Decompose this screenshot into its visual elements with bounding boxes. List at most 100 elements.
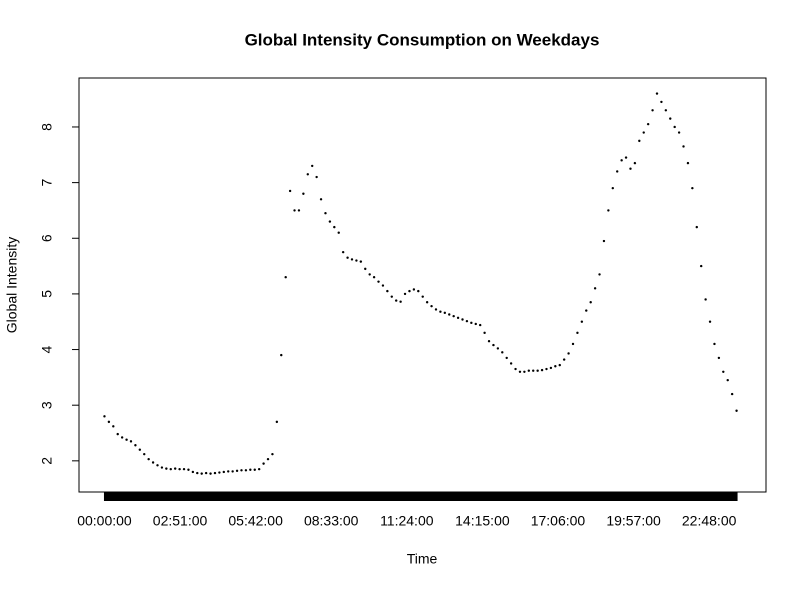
data-point	[204, 471, 208, 475]
data-point	[726, 378, 729, 382]
x-tick-label: 17:06:00	[531, 513, 586, 529]
data-point	[589, 301, 592, 304]
data-point	[377, 280, 380, 283]
data-point	[527, 369, 531, 372]
data-point	[350, 258, 354, 261]
data-point	[262, 462, 265, 465]
data-point	[337, 231, 340, 234]
data-point	[580, 320, 584, 323]
data-point	[629, 167, 632, 170]
plot-frame	[78, 77, 767, 493]
data-point	[222, 470, 226, 474]
x-tick-label: 08:33:00	[304, 513, 359, 529]
data-point	[567, 352, 570, 355]
data-point	[112, 425, 115, 428]
data-point	[487, 340, 491, 343]
data-point	[554, 365, 557, 368]
data-point	[717, 356, 721, 360]
data-point	[673, 125, 676, 129]
data-point	[708, 320, 712, 323]
data-point	[257, 467, 261, 471]
data-point	[249, 468, 252, 471]
data-point	[434, 308, 438, 311]
data-point	[713, 342, 716, 346]
data-point	[134, 444, 137, 447]
data-point	[218, 471, 221, 474]
data-point	[633, 161, 637, 165]
data-point	[474, 322, 477, 326]
data-point	[682, 145, 685, 148]
data-point	[341, 250, 345, 254]
data-point	[240, 469, 243, 472]
data-point	[735, 409, 738, 412]
data-point	[536, 369, 539, 372]
data-point	[399, 300, 402, 303]
data-point	[571, 342, 575, 346]
data-point	[611, 186, 614, 190]
data-point	[558, 363, 561, 367]
data-point	[642, 131, 645, 134]
data-point	[346, 256, 349, 259]
x-tick-label: 22:48:00	[682, 513, 737, 529]
data-point	[191, 470, 195, 474]
data-point	[602, 239, 606, 243]
data-point	[408, 289, 411, 293]
data-point	[284, 276, 287, 279]
data-point	[173, 467, 177, 470]
data-point	[465, 319, 469, 323]
data-point	[585, 309, 588, 312]
data-point	[372, 276, 376, 279]
data-point	[492, 343, 495, 347]
data-point	[271, 452, 274, 456]
data-point	[103, 415, 106, 418]
data-point	[231, 470, 234, 473]
data-point	[456, 316, 460, 320]
y-axis-label: Global Intensity	[4, 237, 20, 334]
data-point	[147, 457, 150, 461]
data-point	[297, 209, 301, 212]
data-point	[319, 198, 323, 201]
data-point	[328, 220, 332, 223]
x-tick-label: 00:00:00	[77, 513, 132, 529]
y-tick-label: 8	[39, 123, 55, 131]
data-point	[501, 351, 504, 354]
y-tick-label: 4	[39, 345, 55, 353]
data-point	[461, 318, 464, 321]
data-point	[483, 331, 486, 335]
data-point	[439, 310, 442, 313]
data-point	[593, 287, 597, 290]
data-point	[470, 321, 473, 325]
data-point	[638, 139, 641, 143]
data-point	[244, 469, 248, 472]
data-point	[253, 468, 256, 471]
data-point	[540, 368, 544, 372]
data-point	[452, 314, 455, 318]
data-point	[425, 301, 429, 304]
data-point	[677, 131, 681, 134]
data-point	[430, 304, 433, 308]
data-point	[664, 109, 668, 112]
data-point	[324, 212, 327, 215]
data-point	[669, 117, 672, 120]
x-tick-label: 11:24:00	[380, 513, 434, 529]
x-tick-label: 02:51:00	[153, 513, 208, 529]
x-tick-label: 14:15:00	[455, 513, 510, 529]
data-point	[505, 356, 508, 360]
data-point	[315, 175, 318, 179]
data-point	[686, 161, 690, 165]
data-point	[722, 370, 725, 374]
data-point	[576, 331, 579, 335]
data-point	[691, 186, 694, 190]
data-point	[368, 273, 371, 276]
data-point	[624, 156, 628, 159]
data-point	[699, 264, 703, 268]
data-point	[509, 362, 513, 365]
data-point	[518, 370, 522, 374]
data-point	[293, 209, 296, 212]
data-point	[386, 289, 389, 293]
data-point	[478, 323, 482, 327]
data-point	[394, 299, 398, 302]
data-point	[523, 370, 526, 374]
data-point	[562, 358, 566, 361]
